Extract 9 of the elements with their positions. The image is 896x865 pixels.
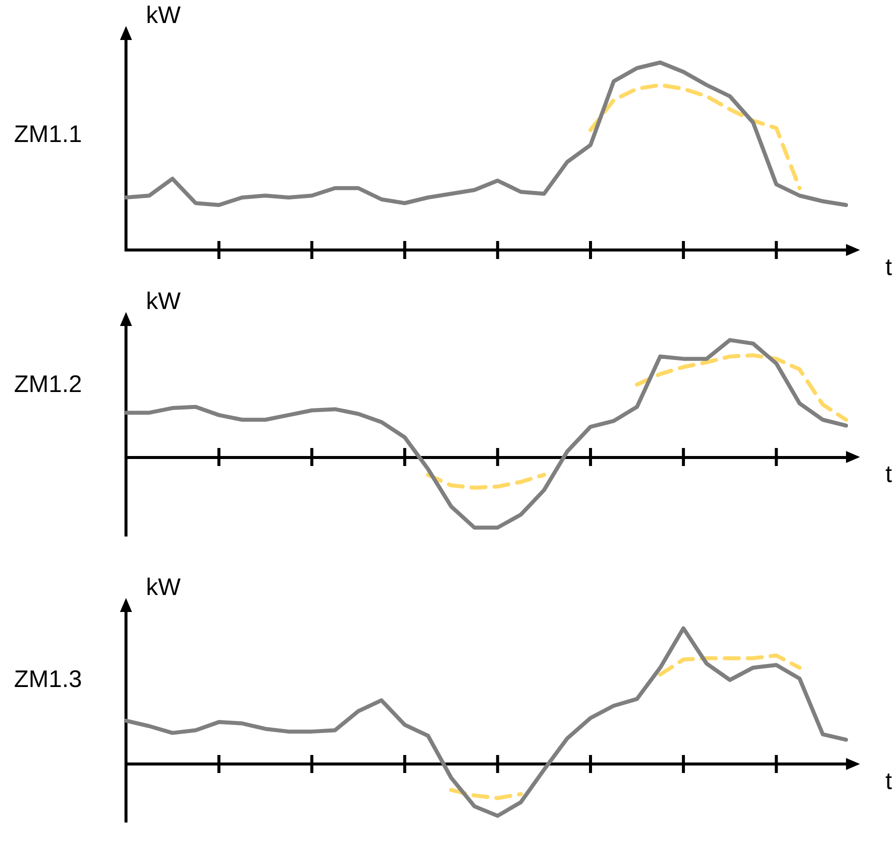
y-axis-title: kW (146, 2, 181, 30)
y-axis-title: kW (146, 288, 181, 316)
text: ZM1.1 (14, 120, 82, 148)
text: ZM1.2 (14, 371, 82, 400)
x-axis-title: t (885, 254, 892, 282)
y-axis-title: kW (146, 574, 181, 602)
x-axis-title: t (885, 461, 892, 490)
text: ZM1.3 (14, 666, 82, 694)
x-axis-title: t (885, 768, 892, 796)
